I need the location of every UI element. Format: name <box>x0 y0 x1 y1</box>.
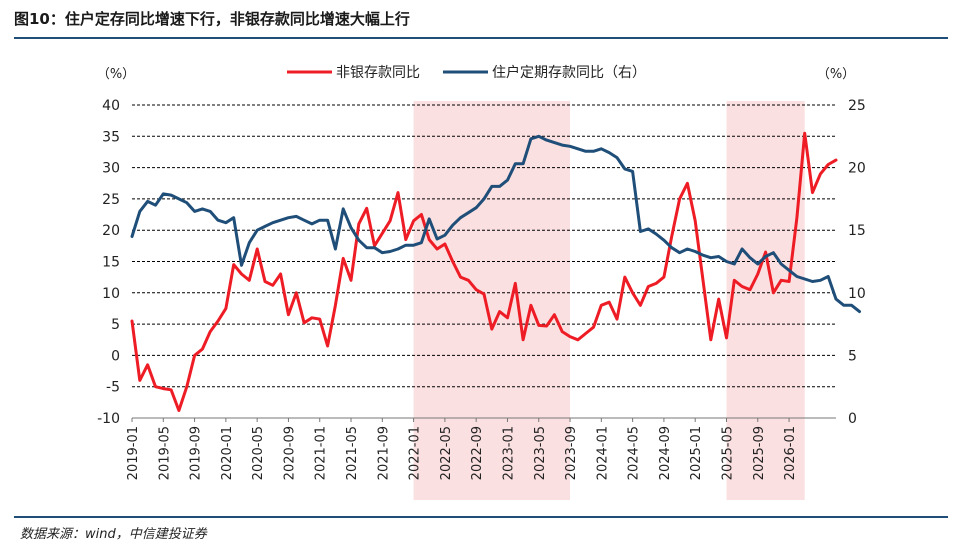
x-tick-label: 2024-09 <box>658 426 673 480</box>
legend-label-household: 住户定期存款同比（右） <box>492 64 646 81</box>
nonbank-deposit-yoy-line <box>130 131 838 412</box>
x-tick-label: 2022-05 <box>439 426 454 480</box>
x-tick-label: 2019-09 <box>189 426 204 480</box>
right-tick-label: 25 <box>848 98 866 114</box>
left-tick-label: 5 <box>111 317 120 333</box>
legend: 非银存款同比 住户定期存款同比（右） <box>287 64 646 81</box>
left-tick-label: 10 <box>102 286 120 302</box>
source-rule <box>14 516 948 518</box>
right-tick-label: 5 <box>848 348 857 364</box>
left-tick-label: 30 <box>102 161 120 177</box>
x-tick-label: 2025-09 <box>752 426 767 480</box>
series-lines <box>130 131 861 412</box>
x-tick-label: 2022-09 <box>470 426 485 480</box>
x-tick-label: 2026-01 <box>783 426 798 480</box>
x-tick-label: 2021-01 <box>314 426 329 480</box>
x-tick-label: 2020-05 <box>251 426 266 480</box>
right-tick-label: 20 <box>848 161 866 177</box>
source-note: 数据来源：wind，中信建投证券 <box>20 527 207 542</box>
gridlines <box>132 104 836 388</box>
x-tick-label: 2023-05 <box>533 426 548 480</box>
left-tick-label: 15 <box>102 255 120 271</box>
left-tick-label: 40 <box>102 98 120 114</box>
figure-title: 图10：住户定存同比增速下行，非银存款同比增速大幅上行 <box>14 10 410 28</box>
x-tick-label: 2020-09 <box>282 426 297 480</box>
x-tick-label: 2019-01 <box>126 426 141 480</box>
x-tick-label: 2023-01 <box>501 426 516 480</box>
right-tick-label: 10 <box>848 286 866 302</box>
left-tick-label: 20 <box>102 223 120 239</box>
left-tick-label: 0 <box>111 348 120 364</box>
x-tick-label: 2021-09 <box>376 426 391 480</box>
x-tick-label: 2022-01 <box>408 426 423 480</box>
x-tick-label: 2023-09 <box>564 426 579 480</box>
left-tick-label: -10 <box>97 411 120 427</box>
x-tick-label: 2020-01 <box>220 426 235 480</box>
x-tick-label: 2025-01 <box>689 426 704 480</box>
right-tick-label: 0 <box>848 411 857 427</box>
x-tick-label: 2021-05 <box>345 426 360 480</box>
right-axis-unit: （%） <box>817 67 855 82</box>
axes: -10 -5 0 5 10 15 20 25 30 35 40 0 5 10 15 20 25 2019-01 20… <box>97 98 866 480</box>
x-tick-label: 2024-05 <box>627 426 642 480</box>
left-tick-label: -5 <box>106 380 120 396</box>
x-tick-label: 2025-05 <box>720 426 735 480</box>
title-underline <box>14 37 948 39</box>
left-tick-label: 35 <box>102 129 120 145</box>
household-term-deposit-yoy-line <box>130 134 861 314</box>
right-tick-label: 15 <box>848 223 866 239</box>
legend-label-nonbank: 非银存款同比 <box>336 65 420 81</box>
left-axis-unit: （%） <box>97 67 135 82</box>
left-tick-label: 25 <box>102 192 120 208</box>
x-tick-label: 2019-05 <box>157 426 172 480</box>
x-tick-label: 2024-01 <box>595 426 610 480</box>
